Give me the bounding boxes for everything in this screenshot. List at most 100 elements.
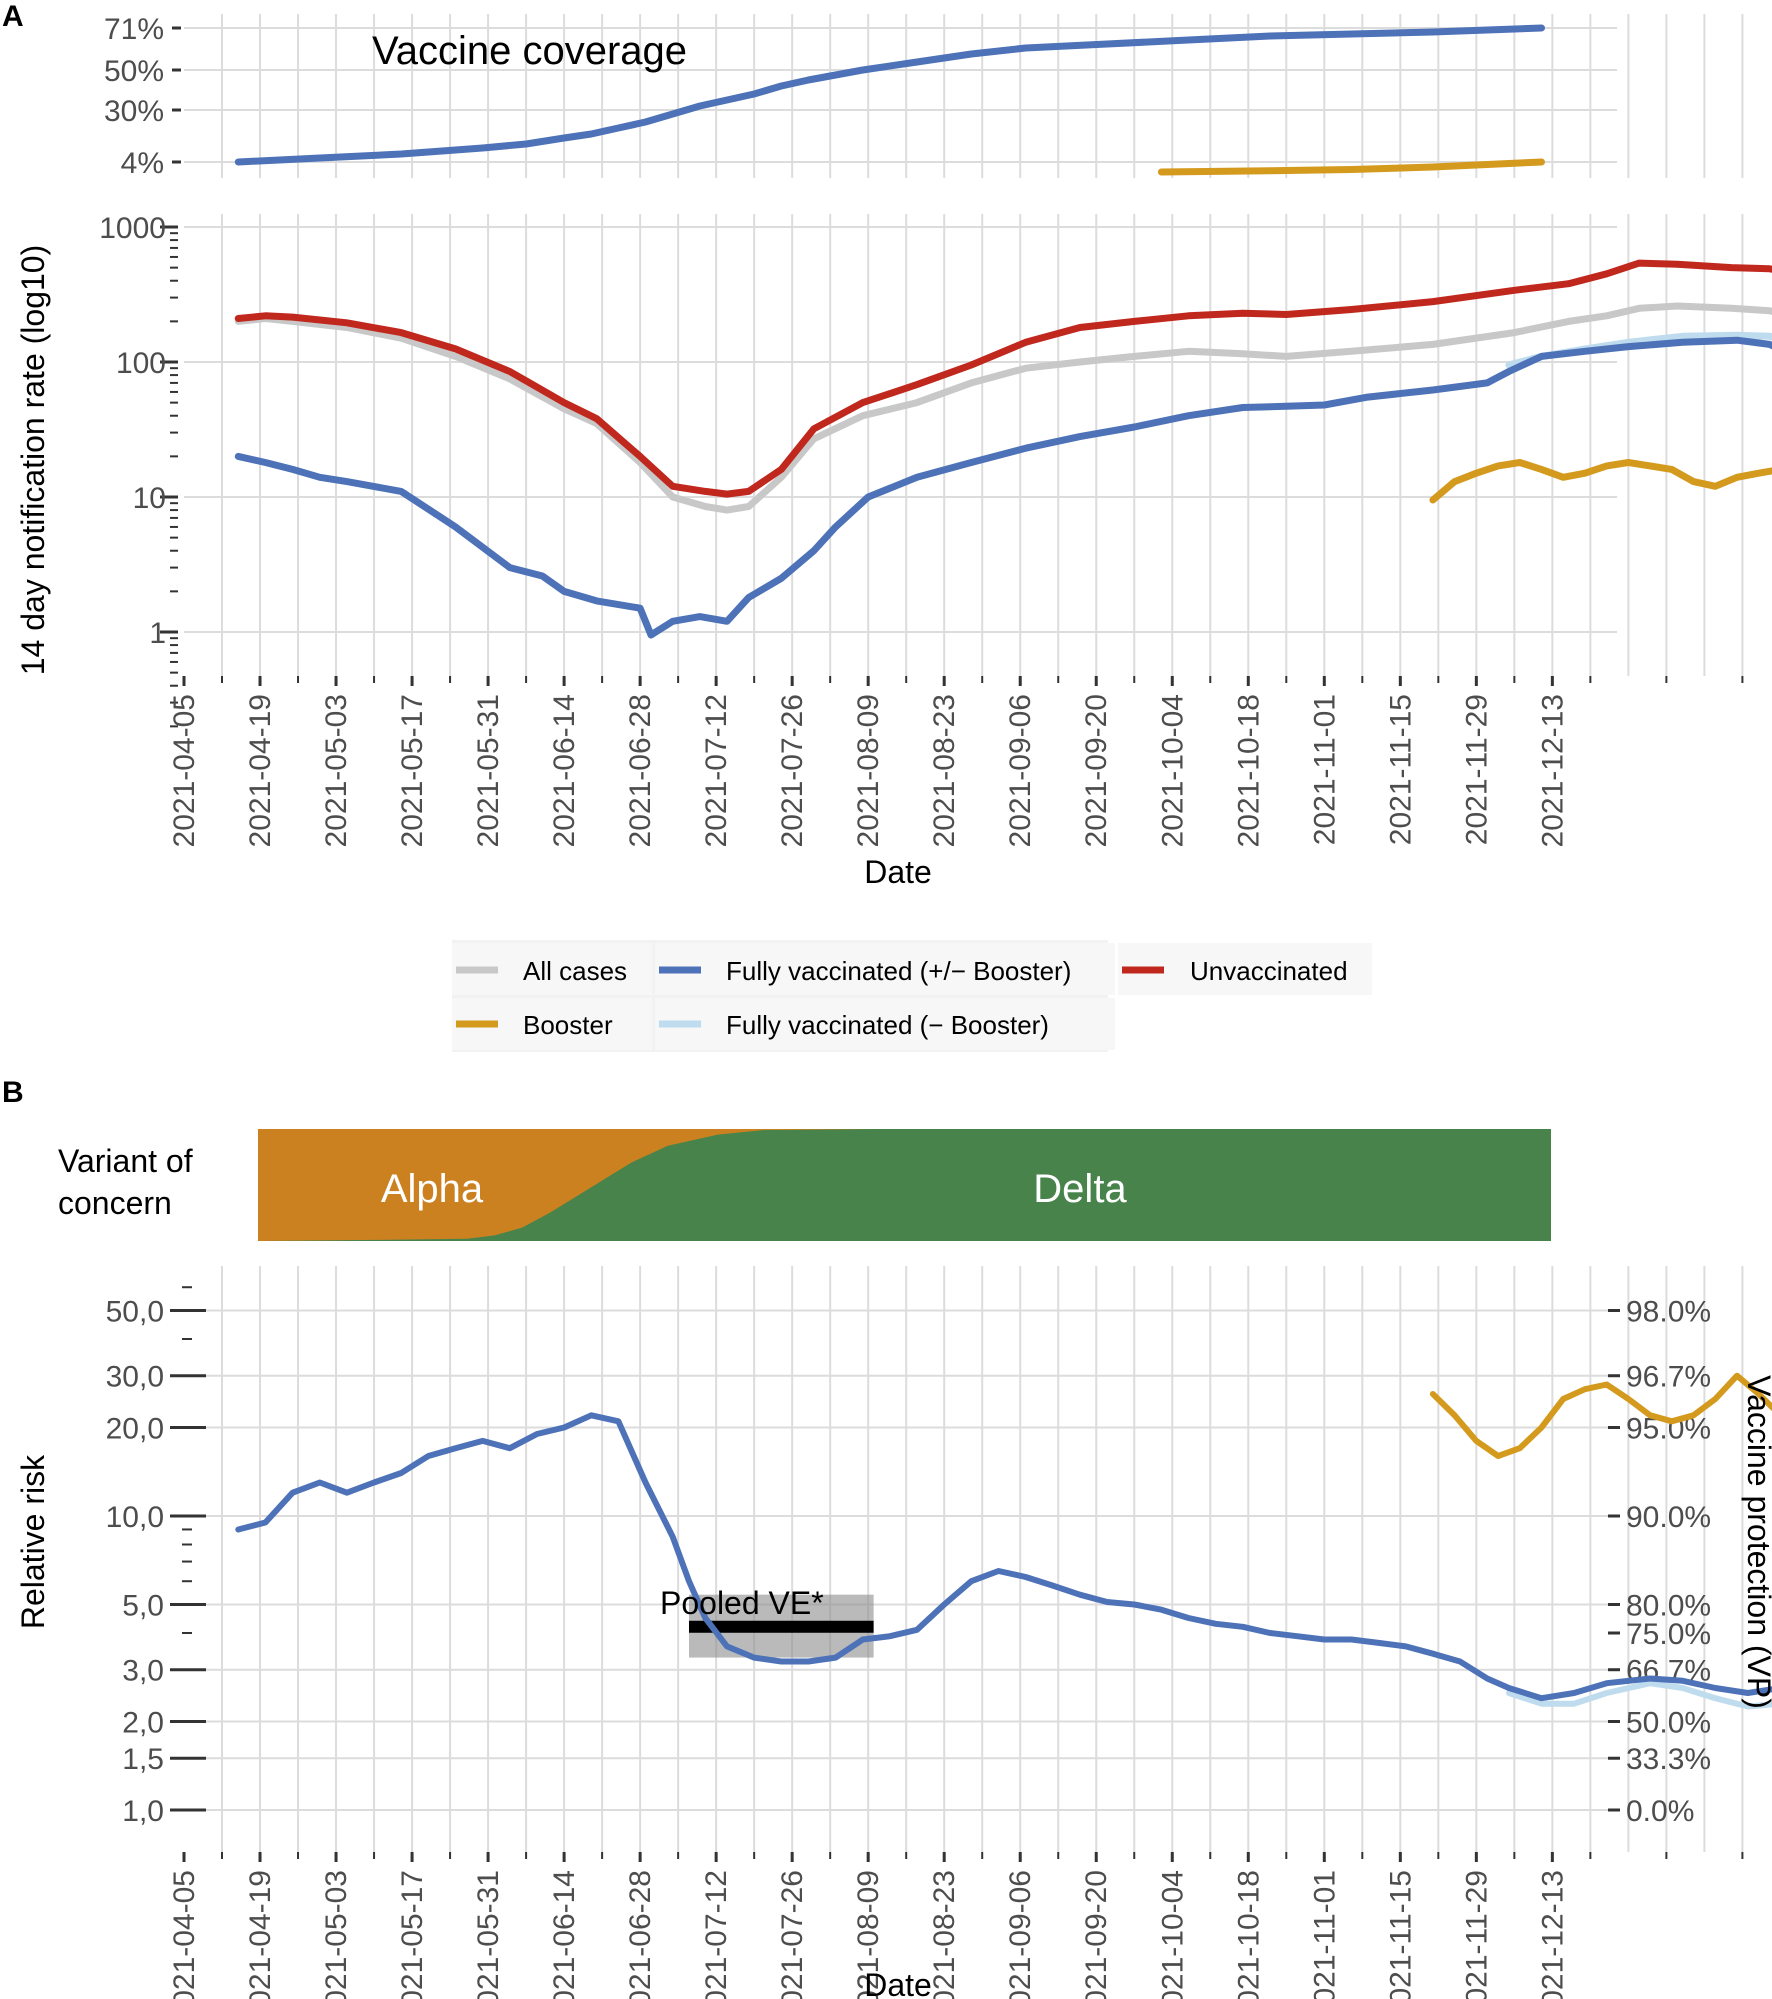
relative-risk-y-tick-label: 30,0: [106, 1361, 164, 1394]
x-tick-label: 2021-07-12: [700, 694, 733, 847]
vaccine-protection-tick-label: 90.0%: [1626, 1501, 1711, 1534]
relative-risk-y-tick-label: 5,0: [122, 1590, 164, 1623]
x-tick-label: 2021-06-28: [624, 1870, 657, 1999]
notification-line-all-cases: [234, 302, 1772, 514]
relative-risk-y-tick-label: 3,0: [122, 1655, 164, 1688]
x-tick-label: 2021-11-29: [1460, 1870, 1493, 1999]
legend-label-all-cases: All cases: [523, 956, 627, 986]
vaccine-protection-tick-label: 98.0%: [1626, 1296, 1711, 1329]
vaccine-protection-tick-label: 50.0%: [1626, 1706, 1711, 1739]
x-tick-label: 2021-06-14: [548, 694, 581, 847]
coverage-panel: 71% 50% 30% 4%: [104, 13, 1744, 180]
x-tick-label: 2021-11-15: [1384, 694, 1417, 845]
notification-y-tick-label: 10: [133, 482, 166, 515]
x-tick-label: 2021-08-23: [928, 1870, 961, 1999]
relative-risk-line-fully-vaccinated-booster: [235, 1412, 1772, 1702]
x-tick-label: 2021-07-26: [776, 1870, 809, 1999]
x-tick-label: 2021-04-19: [244, 1870, 277, 1999]
coverage-title: Vaccine coverage: [372, 29, 687, 73]
legend-label-fully-vaccinated-minus-booster: Fully vaccinated (− Booster): [726, 1010, 1049, 1040]
relative-risk-y-tick-label: 1,5: [122, 1743, 164, 1776]
x-tick-label: 2021-11-29: [1460, 694, 1493, 845]
x-tick-label: 2021-09-06: [1004, 1870, 1037, 1999]
x-tick-label: 2021-10-04: [1156, 694, 1189, 847]
coverage-y-tick-label: 4%: [121, 147, 164, 180]
notification-y-axis-title: 14 day notification rate (log10): [15, 245, 51, 675]
notification-x-axis-title: Date: [864, 854, 932, 890]
notification-y-tick-label: 100: [116, 347, 166, 380]
vaccine-protection-tick-label: 75.0%: [1626, 1618, 1711, 1651]
variant-title-line-1: Variant of: [58, 1143, 193, 1179]
relative-risk-y-tick-label: 2,0: [122, 1706, 164, 1739]
x-tick-label: 2021-07-12: [700, 1870, 733, 1999]
legend-label-booster: Booster: [523, 1010, 613, 1040]
x-tick-label: 2021-10-18: [1232, 694, 1265, 847]
x-tick-label: 2021-05-31: [472, 1870, 505, 1999]
panel-label-b: B: [2, 1076, 24, 1109]
x-tick-label: 2021-08-09: [852, 1870, 885, 1999]
vaccine-protection-tick-label: 0.0%: [1626, 1795, 1694, 1828]
relative-risk-y-tick-label: 10,0: [106, 1501, 164, 1534]
relative-risk-y-tick-label: 1,0: [122, 1795, 164, 1828]
variant-panel: [258, 1129, 1551, 1241]
legend-key-bg: [655, 943, 1115, 995]
x-tick-label: 2021-11-01: [1308, 694, 1341, 845]
legend-label-fully-vaccinated-plus-minus-booster: Fully vaccinated (+/− Booster): [726, 956, 1071, 986]
notification-line-unvaccinated: [234, 259, 1772, 498]
x-tick-label: 2021-04-05: [168, 1870, 201, 1999]
x-tick-label: 2021-09-20: [1080, 694, 1113, 847]
x-tick-label: 2021-08-09: [852, 694, 885, 847]
variant-area-delta: [258, 1129, 1551, 1241]
x-tick-label: 2021-06-14: [548, 1870, 581, 1999]
notification-y-tick-label: 1000: [99, 212, 166, 245]
legend-key-bg: [655, 998, 1115, 1050]
coverage-y-tick-label: 30%: [104, 95, 164, 128]
variant-label-delta: Delta: [1033, 1167, 1127, 1211]
x-tick-label: 2021-04-05: [168, 694, 201, 847]
x-tick-label: 2021-10-18: [1232, 1870, 1265, 1999]
x-tick-label: 2021-09-20: [1080, 1870, 1113, 1999]
x-tick-label: 2021-05-03: [320, 694, 353, 847]
notification-y-tick-label: 1: [149, 617, 166, 650]
x-tick-label: 2021-12-13: [1536, 694, 1569, 847]
x-tick-label: 2021-12-13: [1536, 1870, 1569, 1999]
legend: All cases Fully vaccinated (+/− Booster)…: [452, 940, 1372, 1052]
notification-panel: 1 10 100 1000 2021-04-05 2021-04-19 2021-05-03…: [99, 212, 1772, 847]
x-tick-label: 2021-06-28: [624, 694, 657, 847]
pooled-ve-label: Pooled VE*: [660, 1585, 824, 1621]
coverage-line-fully-vaccinated-booster: [234, 24, 1545, 166]
x-tick-label: 2021-05-17: [396, 694, 429, 847]
relative-risk-y-axis-title: Relative risk: [15, 1454, 51, 1629]
x-tick-label: 2021-11-01: [1308, 1870, 1341, 1999]
relative-risk-line-booster: [1429, 1372, 1772, 1459]
coverage-line-booster: [1157, 158, 1545, 176]
vaccine-protection-y-axis-title: Vaccine protection (VP): [1741, 1375, 1772, 1709]
vaccine-protection-tick-label: 96.7%: [1626, 1361, 1711, 1394]
vaccine-protection-tick-label: 33.3%: [1626, 1743, 1711, 1776]
pooled-ve-estimate: [688, 1620, 874, 1633]
notification-line-fully-vaccinated-booster: [234, 336, 1772, 639]
relative-risk-y-tick-label: 50,0: [106, 1296, 164, 1329]
relative-risk-x-axis-title: Date: [864, 1967, 932, 1999]
x-tick-label: 2021-05-03: [320, 1870, 353, 1999]
coverage-y-tick-label: 50%: [104, 55, 164, 88]
x-tick-label: 2021-04-19: [244, 694, 277, 847]
relative-risk-line-fully-vaccinated-booster: [1505, 1680, 1772, 1710]
relative-risk-y-tick-label: 20,0: [106, 1412, 164, 1445]
vaccine-protection-tick-label: 80.0%: [1626, 1590, 1711, 1623]
x-tick-label: 2021-07-26: [776, 694, 809, 847]
x-tick-label: 2021-10-04: [1156, 1870, 1189, 1999]
x-tick-label: 2021-11-15: [1384, 1870, 1417, 1999]
legend-label-unvaccinated: Unvaccinated: [1190, 956, 1348, 986]
coverage-y-tick-label: 71%: [104, 13, 164, 46]
notification-line-booster: [1429, 459, 1772, 504]
x-tick-label: 2021-05-17: [396, 1870, 429, 1999]
x-tick-label: 2021-05-31: [472, 694, 505, 847]
x-tick-label: 2021-08-23: [928, 694, 961, 847]
relative-risk-panel: 1,0 1,5 2,0 3,0 5,0 10,0 20,0 30,0 50,0 0.0% 33.3%…: [106, 1266, 1772, 1999]
x-tick-label: 2021-09-06: [1004, 694, 1037, 847]
variant-title-line-2: concern: [58, 1185, 172, 1221]
variant-label-alpha: Alpha: [381, 1167, 484, 1211]
panel-label-a: A: [2, 0, 24, 33]
